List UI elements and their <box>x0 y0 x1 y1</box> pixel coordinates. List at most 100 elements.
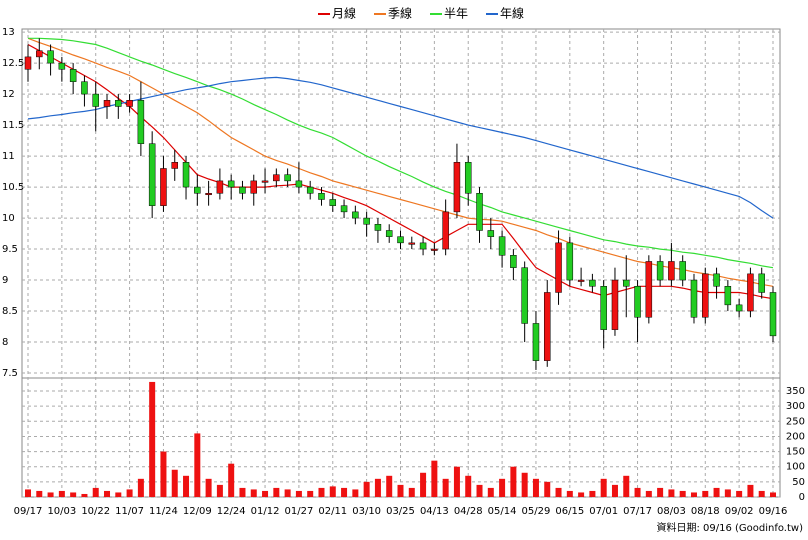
candle-body <box>36 50 43 58</box>
candle-body <box>397 236 404 244</box>
volume-bar <box>363 481 370 497</box>
y-tick-label: 12 <box>2 89 15 100</box>
volume-bar <box>465 475 472 497</box>
candle-body <box>453 162 461 213</box>
candle-body <box>216 180 224 194</box>
candle-body <box>577 279 585 282</box>
candle-body <box>273 174 280 182</box>
candle-body <box>408 242 416 245</box>
volume-bar <box>47 492 54 497</box>
candle-body <box>623 279 630 287</box>
candle-body <box>476 193 483 231</box>
volume-bar <box>668 489 675 497</box>
volume-bar <box>611 484 618 497</box>
y-tick-label: 11.5 <box>2 120 24 131</box>
candle-body <box>543 292 551 361</box>
y-tick-label: 8 <box>2 337 8 348</box>
volume-bar <box>149 381 156 497</box>
candle-body <box>464 162 472 194</box>
x-tick-label: 11/24 <box>149 506 178 517</box>
volume-bar <box>408 487 415 497</box>
y2-tick-label: 250 <box>786 416 805 427</box>
candle-body <box>329 199 337 206</box>
volume-bar <box>657 487 664 497</box>
volume-bar <box>532 478 539 497</box>
volume-bar <box>724 489 731 497</box>
candle-body <box>532 323 540 361</box>
volume-bar <box>137 478 144 497</box>
volume-bar <box>600 478 607 497</box>
volume-bar <box>431 460 438 497</box>
volume-bar <box>420 472 427 497</box>
volume-bar <box>679 490 686 497</box>
y2-tick-label: 0 <box>799 492 805 503</box>
volume-bar <box>228 463 235 497</box>
candle-body <box>374 224 382 231</box>
candle-body <box>702 273 709 318</box>
x-tick-label: 11/07 <box>115 506 144 517</box>
y-tick-label: 12.5 <box>2 58 24 69</box>
candle-body <box>352 211 359 219</box>
volume-bar <box>499 478 506 497</box>
volume-bar <box>183 475 190 497</box>
volume-bar <box>386 475 393 497</box>
volume-bar <box>736 490 743 497</box>
candle-body <box>690 279 698 318</box>
candle-body <box>566 242 574 281</box>
x-tick-label: 09/17 <box>14 506 43 517</box>
candle-body <box>69 69 77 82</box>
candle-body <box>115 100 122 107</box>
candle-body <box>747 273 754 312</box>
x-tick-label: 02/11 <box>318 506 347 517</box>
candle-body <box>227 180 235 188</box>
volume-bar <box>273 487 280 497</box>
volume-bar <box>70 492 77 497</box>
candle-body <box>103 100 111 107</box>
volume-bar <box>295 490 302 497</box>
candle-body <box>521 267 528 324</box>
x-tick-label: 08/03 <box>657 506 686 517</box>
x-tick-label: 12/09 <box>183 506 212 517</box>
volume-bar <box>397 484 404 497</box>
volume-bar <box>352 489 359 497</box>
x-tick-label: 01/12 <box>251 506 280 517</box>
volume-bar <box>341 487 348 497</box>
legend-label: 半年 <box>444 7 468 21</box>
candle-body <box>724 286 732 306</box>
x-tick-label: 04/13 <box>420 506 449 517</box>
candle-body <box>24 56 32 70</box>
candle-body <box>611 279 619 330</box>
volume-bar <box>284 489 291 497</box>
y-tick-label: 9 <box>2 275 8 286</box>
y2-tick-label: 50 <box>792 477 805 488</box>
x-tick-label: 05/29 <box>522 506 551 517</box>
candle-body <box>679 261 686 281</box>
candle-body <box>645 261 653 318</box>
moving-average-line <box>28 37 774 269</box>
candle-body <box>487 230 495 237</box>
volume-bar <box>374 478 381 497</box>
volume-bar <box>171 469 178 497</box>
volume-bar <box>747 484 754 497</box>
volume-bar <box>442 478 449 497</box>
candle-body <box>92 93 99 107</box>
moving-average-line <box>27 76 774 219</box>
volume-bar <box>589 490 596 497</box>
legend-label: 季線 <box>388 6 412 21</box>
volume-bar <box>36 490 43 497</box>
x-tick-label: 07/01 <box>589 506 618 517</box>
candle-body <box>47 50 54 64</box>
candle-body <box>735 304 743 312</box>
volume-bar <box>555 487 562 497</box>
candle-body <box>261 180 269 183</box>
candle-body <box>656 261 664 281</box>
candle-body <box>284 174 291 182</box>
candle-body <box>205 193 212 196</box>
candle-body <box>363 217 370 225</box>
volume-bar <box>578 492 585 497</box>
candle-body <box>668 261 675 281</box>
candle-body <box>318 193 325 200</box>
y-tick-label: 7.5 <box>2 368 18 379</box>
candle-body <box>419 242 427 250</box>
candle-body <box>160 168 167 206</box>
